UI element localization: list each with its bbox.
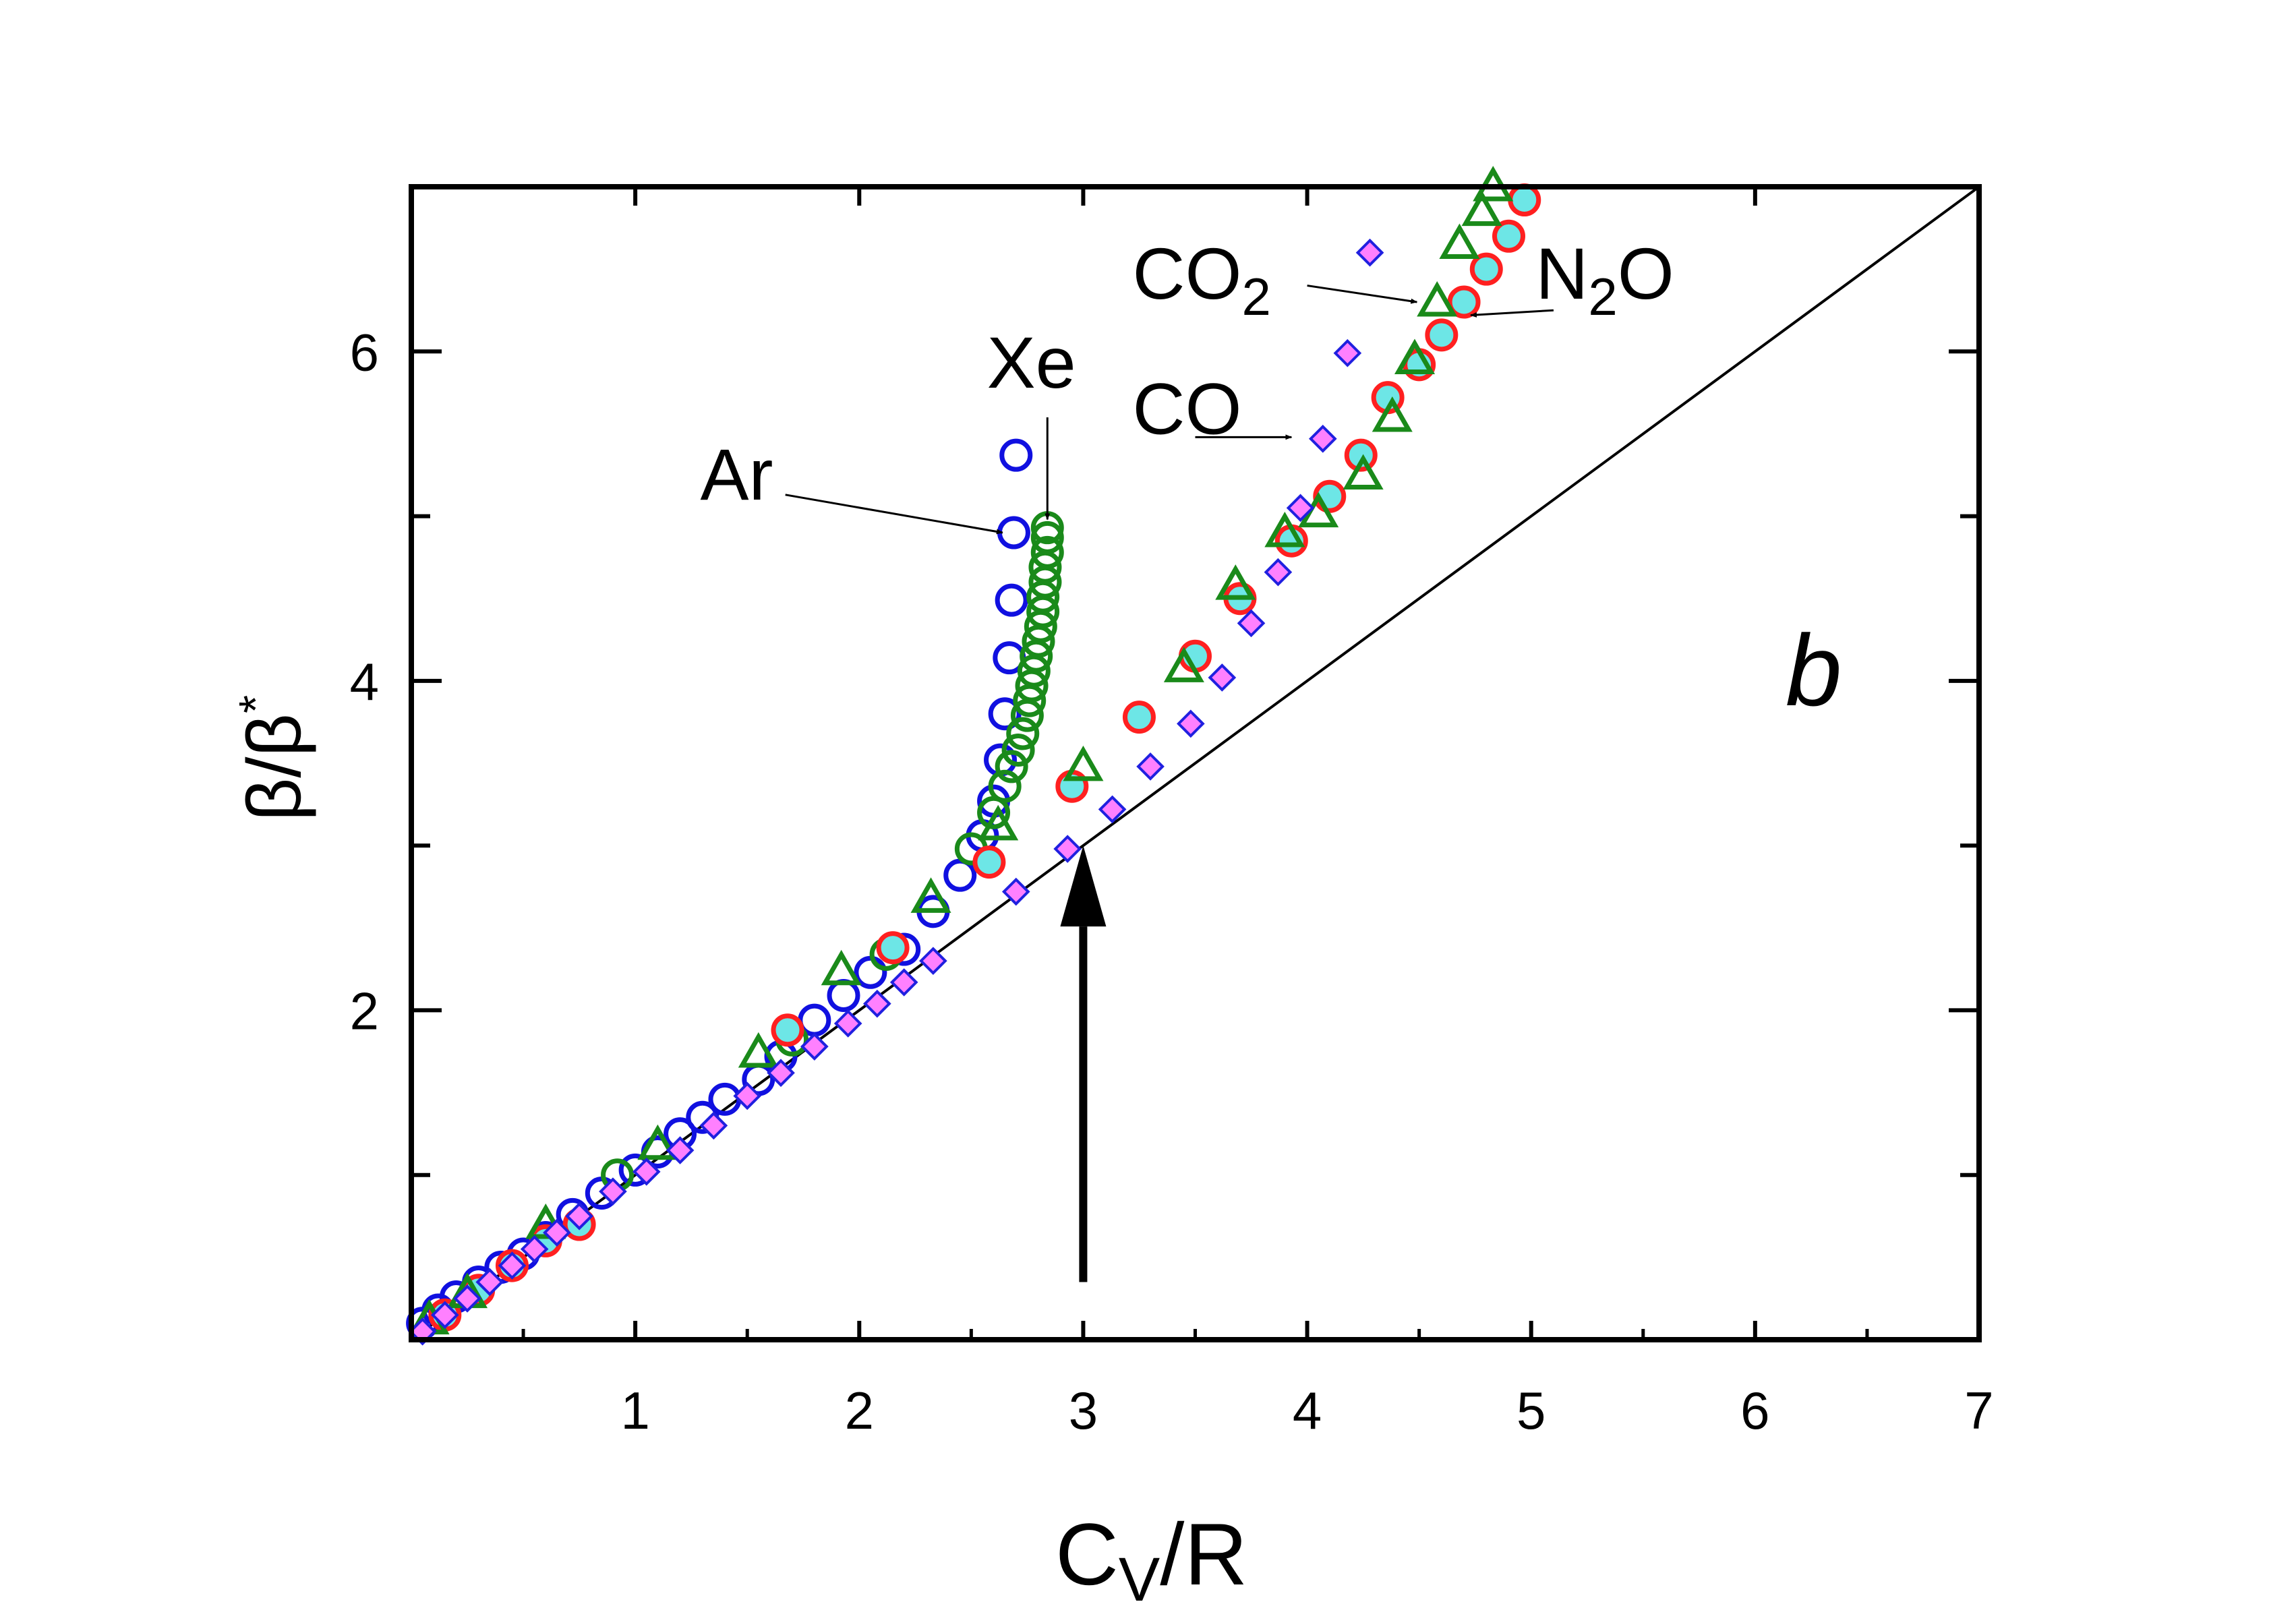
data-point-n2o [972,845,1006,879]
data-point-co [1237,609,1266,638]
data-point-co [733,1081,762,1110]
annotation-arrow-ar [785,494,1003,535]
panel-label: b [1786,614,1842,727]
annotation-label-n2o: N2O [1535,233,1674,326]
data-point-n2o [1447,285,1481,319]
data-point-co2 [1394,338,1436,374]
data-point-xe [1001,733,1035,767]
data-point-co [599,1177,627,1206]
y-tick-label: 2 [350,981,379,1040]
data-point-xe [977,796,1011,829]
data-point-co [498,1251,527,1280]
data-point-co [666,1136,695,1164]
data-point-co [1308,424,1337,453]
data-point-n2o [1508,183,1541,217]
data-point-co [408,1317,437,1346]
data-point-co2 [738,1032,779,1068]
data-point-ar [988,697,1022,731]
data-point-co [430,1301,459,1330]
data-point-co [1177,709,1205,738]
data-point-co2 [1461,190,1502,227]
data-point-co2 [1417,280,1458,317]
data-point-co [1286,494,1315,523]
data-point-co [1053,835,1082,863]
data-point-co [1355,238,1384,267]
axis-ticks: 1 2 3 4 5 6 7 2 4 6 [350,187,1994,1440]
plot-frame [409,184,1982,1342]
x-tick-label: 4 [1293,1381,1322,1440]
y-tick-label: 4 [350,652,379,711]
data-point-co [833,1009,862,1038]
data-point-n2o [876,931,910,965]
data-point-co [632,1158,661,1186]
data-point-n2o [1122,701,1156,734]
data-point-n2o [1469,252,1503,286]
data-point-co2 [1439,223,1480,259]
data-point-co2 [910,877,951,913]
data-point-co [1264,558,1293,587]
data-point-co [475,1268,504,1297]
annotation-arrow-co2 [1307,285,1418,304]
data-point-co [699,1111,728,1140]
annotation-arrow-n2o [1470,309,1554,318]
vertical-arrow-head [1060,845,1107,927]
series-layer [406,165,1541,1346]
data-point-co [800,1032,829,1061]
data-point-co [889,968,918,997]
annotation-layer: Ar Xe CO CO2 N2O [700,233,1674,535]
series-co [408,238,1384,1346]
x-tick-label: 7 [1964,1381,1993,1440]
annotation-label-co2: CO2 [1133,233,1271,326]
annotation-label-co: CO [1133,367,1242,449]
data-point-co2 [1264,511,1305,547]
data-point-xe [1030,535,1064,569]
x-tick-label: 1 [620,1381,649,1440]
data-point-co2 [637,1124,678,1160]
data-point-co2 [1063,745,1104,781]
series-co2 [409,165,1514,1335]
data-point-co2 [1343,454,1384,489]
data-point-co2 [1163,647,1204,682]
data-point-co2 [1215,564,1256,600]
data-point-co [767,1059,795,1088]
annotation-label-ar: Ar [700,434,773,515]
data-point-xe [1030,521,1064,554]
x-axis-title: CV/R [1055,1505,1247,1604]
data-point-co [1098,795,1127,824]
data-point-co [1208,663,1237,692]
data-point-co [520,1235,549,1264]
data-point-ar [995,583,1028,617]
series-xe [601,511,1064,1192]
data-point-xe [995,750,1028,783]
data-point-n2o [1425,318,1459,352]
data-point-n2o [1492,219,1525,253]
data-point-co [565,1201,593,1230]
x-tick-label: 2 [845,1381,874,1440]
data-point-co2 [1372,396,1413,432]
data-point-n2o [771,1013,804,1047]
x-tick-label: 6 [1740,1381,1769,1440]
data-point-n2o [1344,438,1378,472]
data-point-ar [943,858,977,892]
data-point-co2 [978,804,1019,841]
data-point-ar [999,438,1033,472]
y-tick-label: 6 [350,322,379,382]
data-point-co2 [821,949,862,986]
data-point-co [453,1284,481,1313]
x-tick-label: 3 [1069,1381,1098,1440]
data-point-co [863,989,891,1018]
data-point-co [1001,877,1030,906]
data-point-xe [1006,717,1040,750]
data-point-co [1333,338,1362,367]
data-point-co [1136,752,1165,781]
x-tick-label: 5 [1517,1381,1546,1440]
y-axis-title: β/β* [229,695,316,821]
data-point-xe [988,769,1022,803]
data-point-co [543,1218,571,1247]
data-point-co [919,947,947,975]
annotation-label-xe: Xe [987,322,1076,403]
